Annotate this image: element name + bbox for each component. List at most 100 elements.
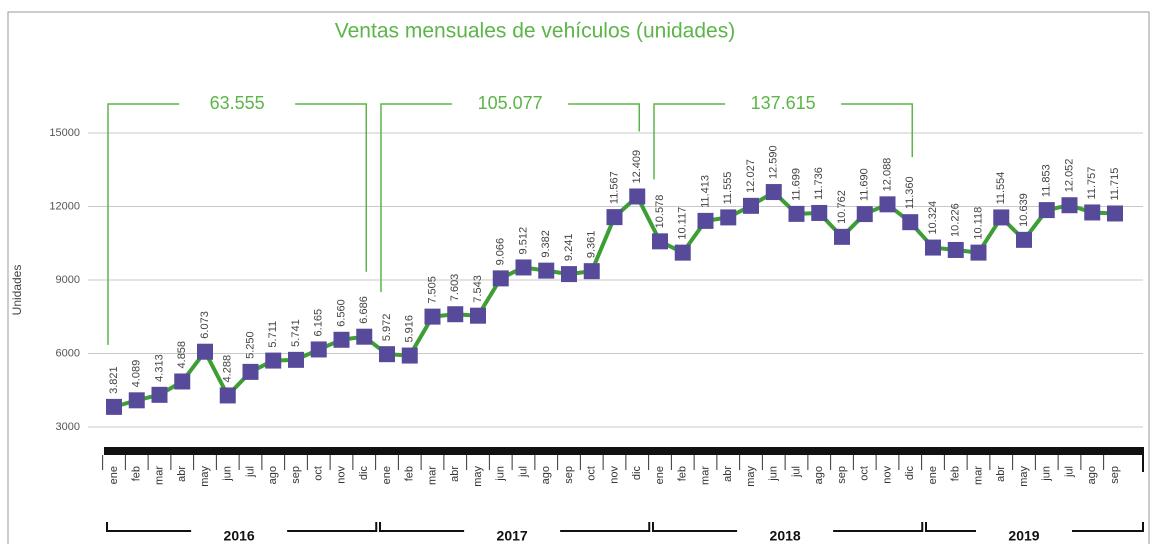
x-tick-label: jul <box>790 466 802 478</box>
marker <box>447 306 464 323</box>
x-tick-label: mar <box>972 466 984 485</box>
x-tick-label: dic <box>904 466 916 481</box>
frame <box>7 11 1150 544</box>
x-tick-label: ene <box>927 466 939 484</box>
value-label: 10.226 <box>950 203 962 237</box>
x-tick-label: abr <box>995 466 1007 482</box>
marker <box>219 387 236 404</box>
marker <box>765 184 782 201</box>
x-tick-label: nov <box>608 466 620 484</box>
marker <box>1038 202 1055 219</box>
value-label: 11.554 <box>995 172 1007 205</box>
year-label: 2017 <box>497 528 528 544</box>
x-tick-label: ago <box>540 466 552 484</box>
x-tick-label: sep <box>836 466 848 484</box>
year-bracket <box>925 522 1144 532</box>
x-tick-label: mar <box>153 466 165 485</box>
x-tick-label: oct <box>859 466 871 481</box>
x-tick-label: nov <box>881 466 893 484</box>
x-tick-label: jul <box>517 466 529 478</box>
value-label: 4.089 <box>131 360 143 388</box>
x-tick-label: jul <box>1063 466 1075 478</box>
marker <box>538 262 555 279</box>
annotation-bracket <box>107 103 367 345</box>
value-label: 7.505 <box>426 276 438 304</box>
marker <box>811 204 828 221</box>
chart-title: Ventas mensuales de vehículos (unidades) <box>335 20 735 43</box>
marker <box>242 363 259 380</box>
value-label: 5.972 <box>381 314 393 342</box>
marker <box>515 259 532 276</box>
marker <box>788 205 805 222</box>
marker <box>1016 231 1032 248</box>
value-label: 11.699 <box>790 168 802 201</box>
x-tick-label: jun <box>495 466 507 482</box>
value-label: 9.382 <box>540 230 552 258</box>
marker <box>333 331 350 348</box>
x-tick-label: ene <box>108 466 120 484</box>
value-label: 9.241 <box>563 234 575 262</box>
x-tick-label: abr <box>176 466 188 482</box>
value-label: 11.690 <box>859 168 871 201</box>
x-tick-label: sep <box>290 466 302 484</box>
marker <box>697 212 714 229</box>
x-tick-label: feb <box>131 466 143 481</box>
marker <box>561 266 577 283</box>
x-tick-label: may <box>1018 466 1030 487</box>
x-tick-label: feb <box>950 466 962 481</box>
marker <box>856 206 873 223</box>
value-label: 12.027 <box>745 159 757 193</box>
marker <box>1061 197 1078 214</box>
x-tick-label: ene <box>654 466 666 484</box>
value-label: 6.560 <box>335 299 347 327</box>
x-tick-label: jun <box>222 466 234 482</box>
annotation: 137.615 <box>751 93 816 113</box>
x-tick-label: ago <box>267 466 279 484</box>
x-tick-label: oct <box>586 466 598 481</box>
value-label: 11.757 <box>1086 167 1098 200</box>
value-label: 5.916 <box>404 315 416 343</box>
marker <box>379 346 395 363</box>
marker <box>743 197 759 214</box>
marker <box>606 209 623 226</box>
value-label: 11.715 <box>1109 168 1121 201</box>
value-label: 11.555 <box>722 172 734 205</box>
x-tick-label: mar <box>426 466 438 485</box>
y-tick-label: 3000 <box>56 421 80 433</box>
value-label: 7.543 <box>472 275 484 303</box>
value-label: 3.821 <box>108 366 120 394</box>
marker <box>470 307 486 324</box>
marker <box>310 341 327 358</box>
y-tick-label: 12000 <box>49 200 80 212</box>
value-label: 10.324 <box>927 201 939 235</box>
x-tick-label: sep <box>563 466 575 484</box>
value-label: 10.117 <box>677 207 689 240</box>
value-label: 6.073 <box>199 311 211 339</box>
y-tick-label: 6000 <box>56 347 80 359</box>
x-axis-bar <box>104 447 1143 455</box>
x-tick-label: ago <box>1086 466 1098 484</box>
value-label: 11.413 <box>699 175 711 208</box>
marker <box>492 270 509 287</box>
x-tick-label: sep <box>1109 466 1121 484</box>
marker <box>583 263 600 280</box>
value-label: 12.088 <box>881 158 893 192</box>
marker <box>652 233 668 250</box>
annotation-bracket <box>380 103 640 293</box>
marker <box>424 308 441 325</box>
x-tick-label: abr <box>449 466 461 482</box>
x-tick-label: jun <box>768 466 780 482</box>
marker <box>902 214 919 231</box>
value-label: 6.686 <box>358 296 370 324</box>
value-label: 7.603 <box>449 274 461 302</box>
marker <box>970 244 987 261</box>
value-label: 10.578 <box>654 195 666 229</box>
value-label: 12.052 <box>1063 159 1075 193</box>
value-label: 4.858 <box>176 341 188 369</box>
marker <box>356 328 373 345</box>
x-tick-label: nov <box>335 466 347 484</box>
x-tick-label: dic <box>631 466 643 481</box>
x-tick-label: oct <box>313 466 325 481</box>
value-label: 12.409 <box>631 150 643 184</box>
